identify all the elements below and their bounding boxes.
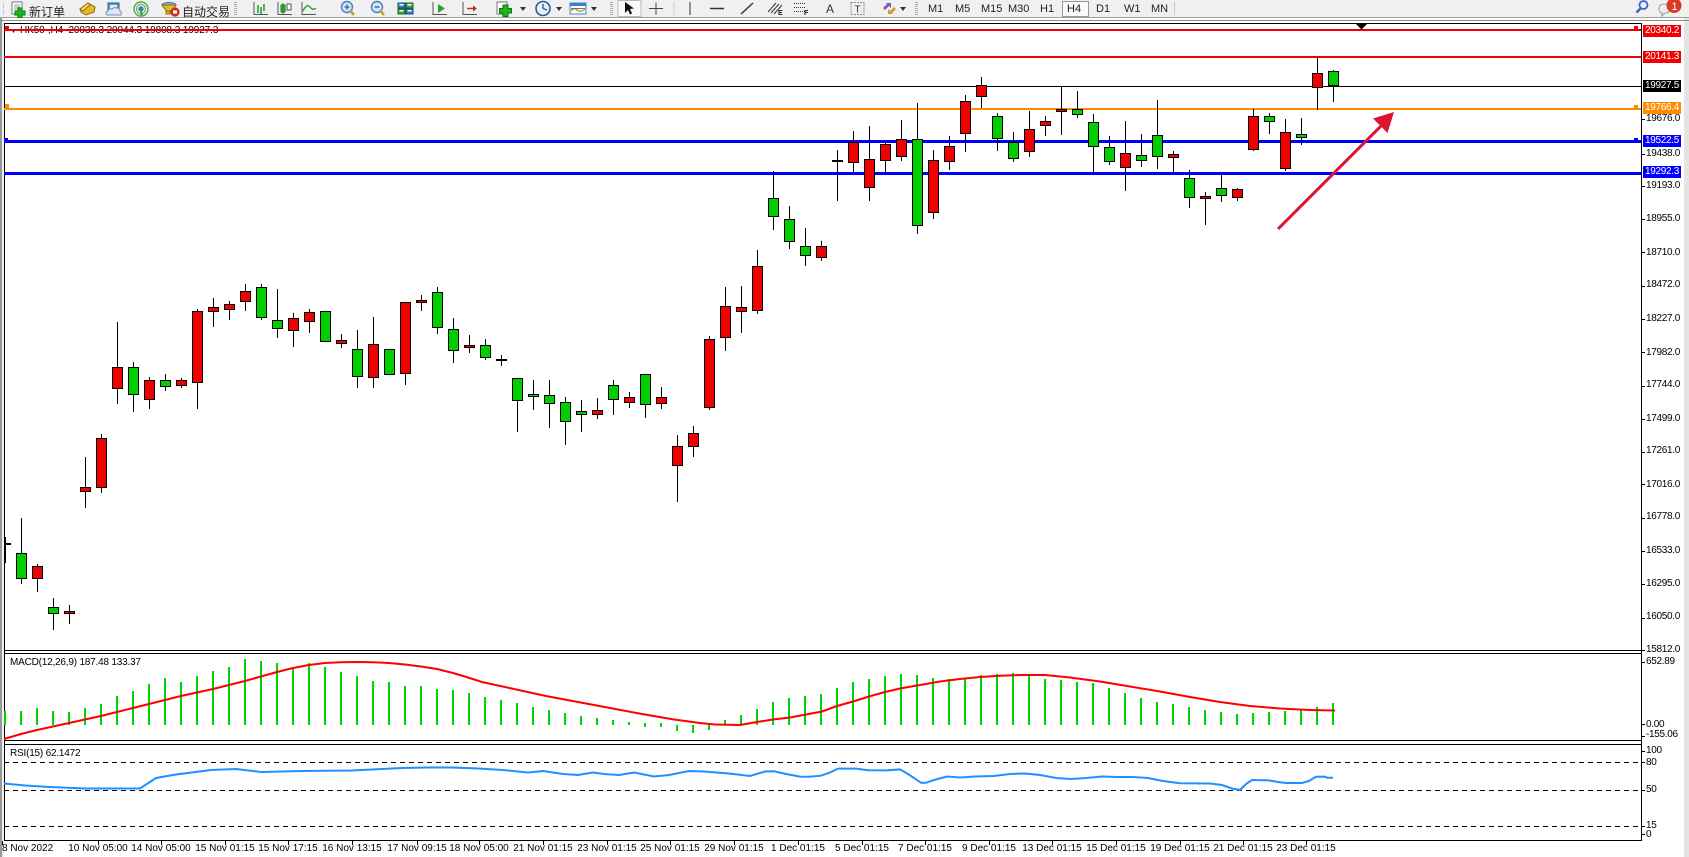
svg-text:A: A [826,2,834,16]
svg-text:F: F [804,10,809,17]
svg-text:E: E [778,10,783,17]
svg-text:1: 1 [1672,1,1678,13]
svg-text:T: T [855,5,861,16]
